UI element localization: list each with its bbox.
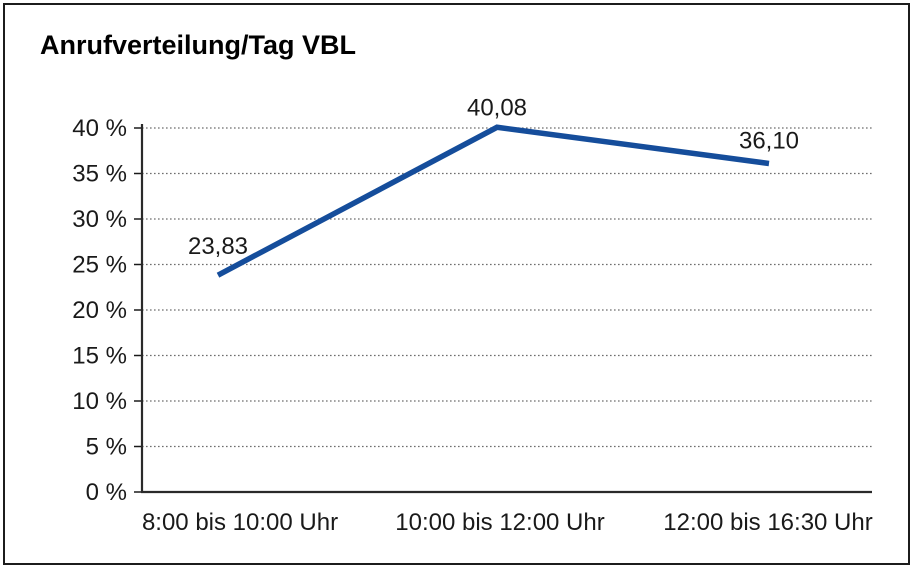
x-category-label: 12:00 bis 16:30 Uhr [663,509,872,536]
data-point-label: 23,83 [188,233,248,260]
y-tick-label: 40 % [72,115,127,142]
y-tick-label: 0 % [86,479,127,506]
y-tick-label: 30 % [72,206,127,233]
y-tick-label: 20 % [72,297,127,324]
x-category-label: 10:00 bis 12:00 Uhr [395,509,604,536]
data-point-label: 40,08 [467,94,527,121]
y-tick-label: 35 % [72,161,127,188]
y-tick-label: 25 % [72,252,127,279]
y-tick-label: 10 % [72,388,127,415]
y-tick-label: 15 % [72,343,127,370]
chart-frame [3,3,910,565]
chart-title: Anrufverteilung/Tag VBL [40,30,357,60]
data-point-label: 36,10 [739,127,799,154]
y-tick-label: 5 % [86,434,127,461]
series-line [216,124,770,278]
x-category-label: 8:00 bis 10:00 Uhr [142,509,338,536]
